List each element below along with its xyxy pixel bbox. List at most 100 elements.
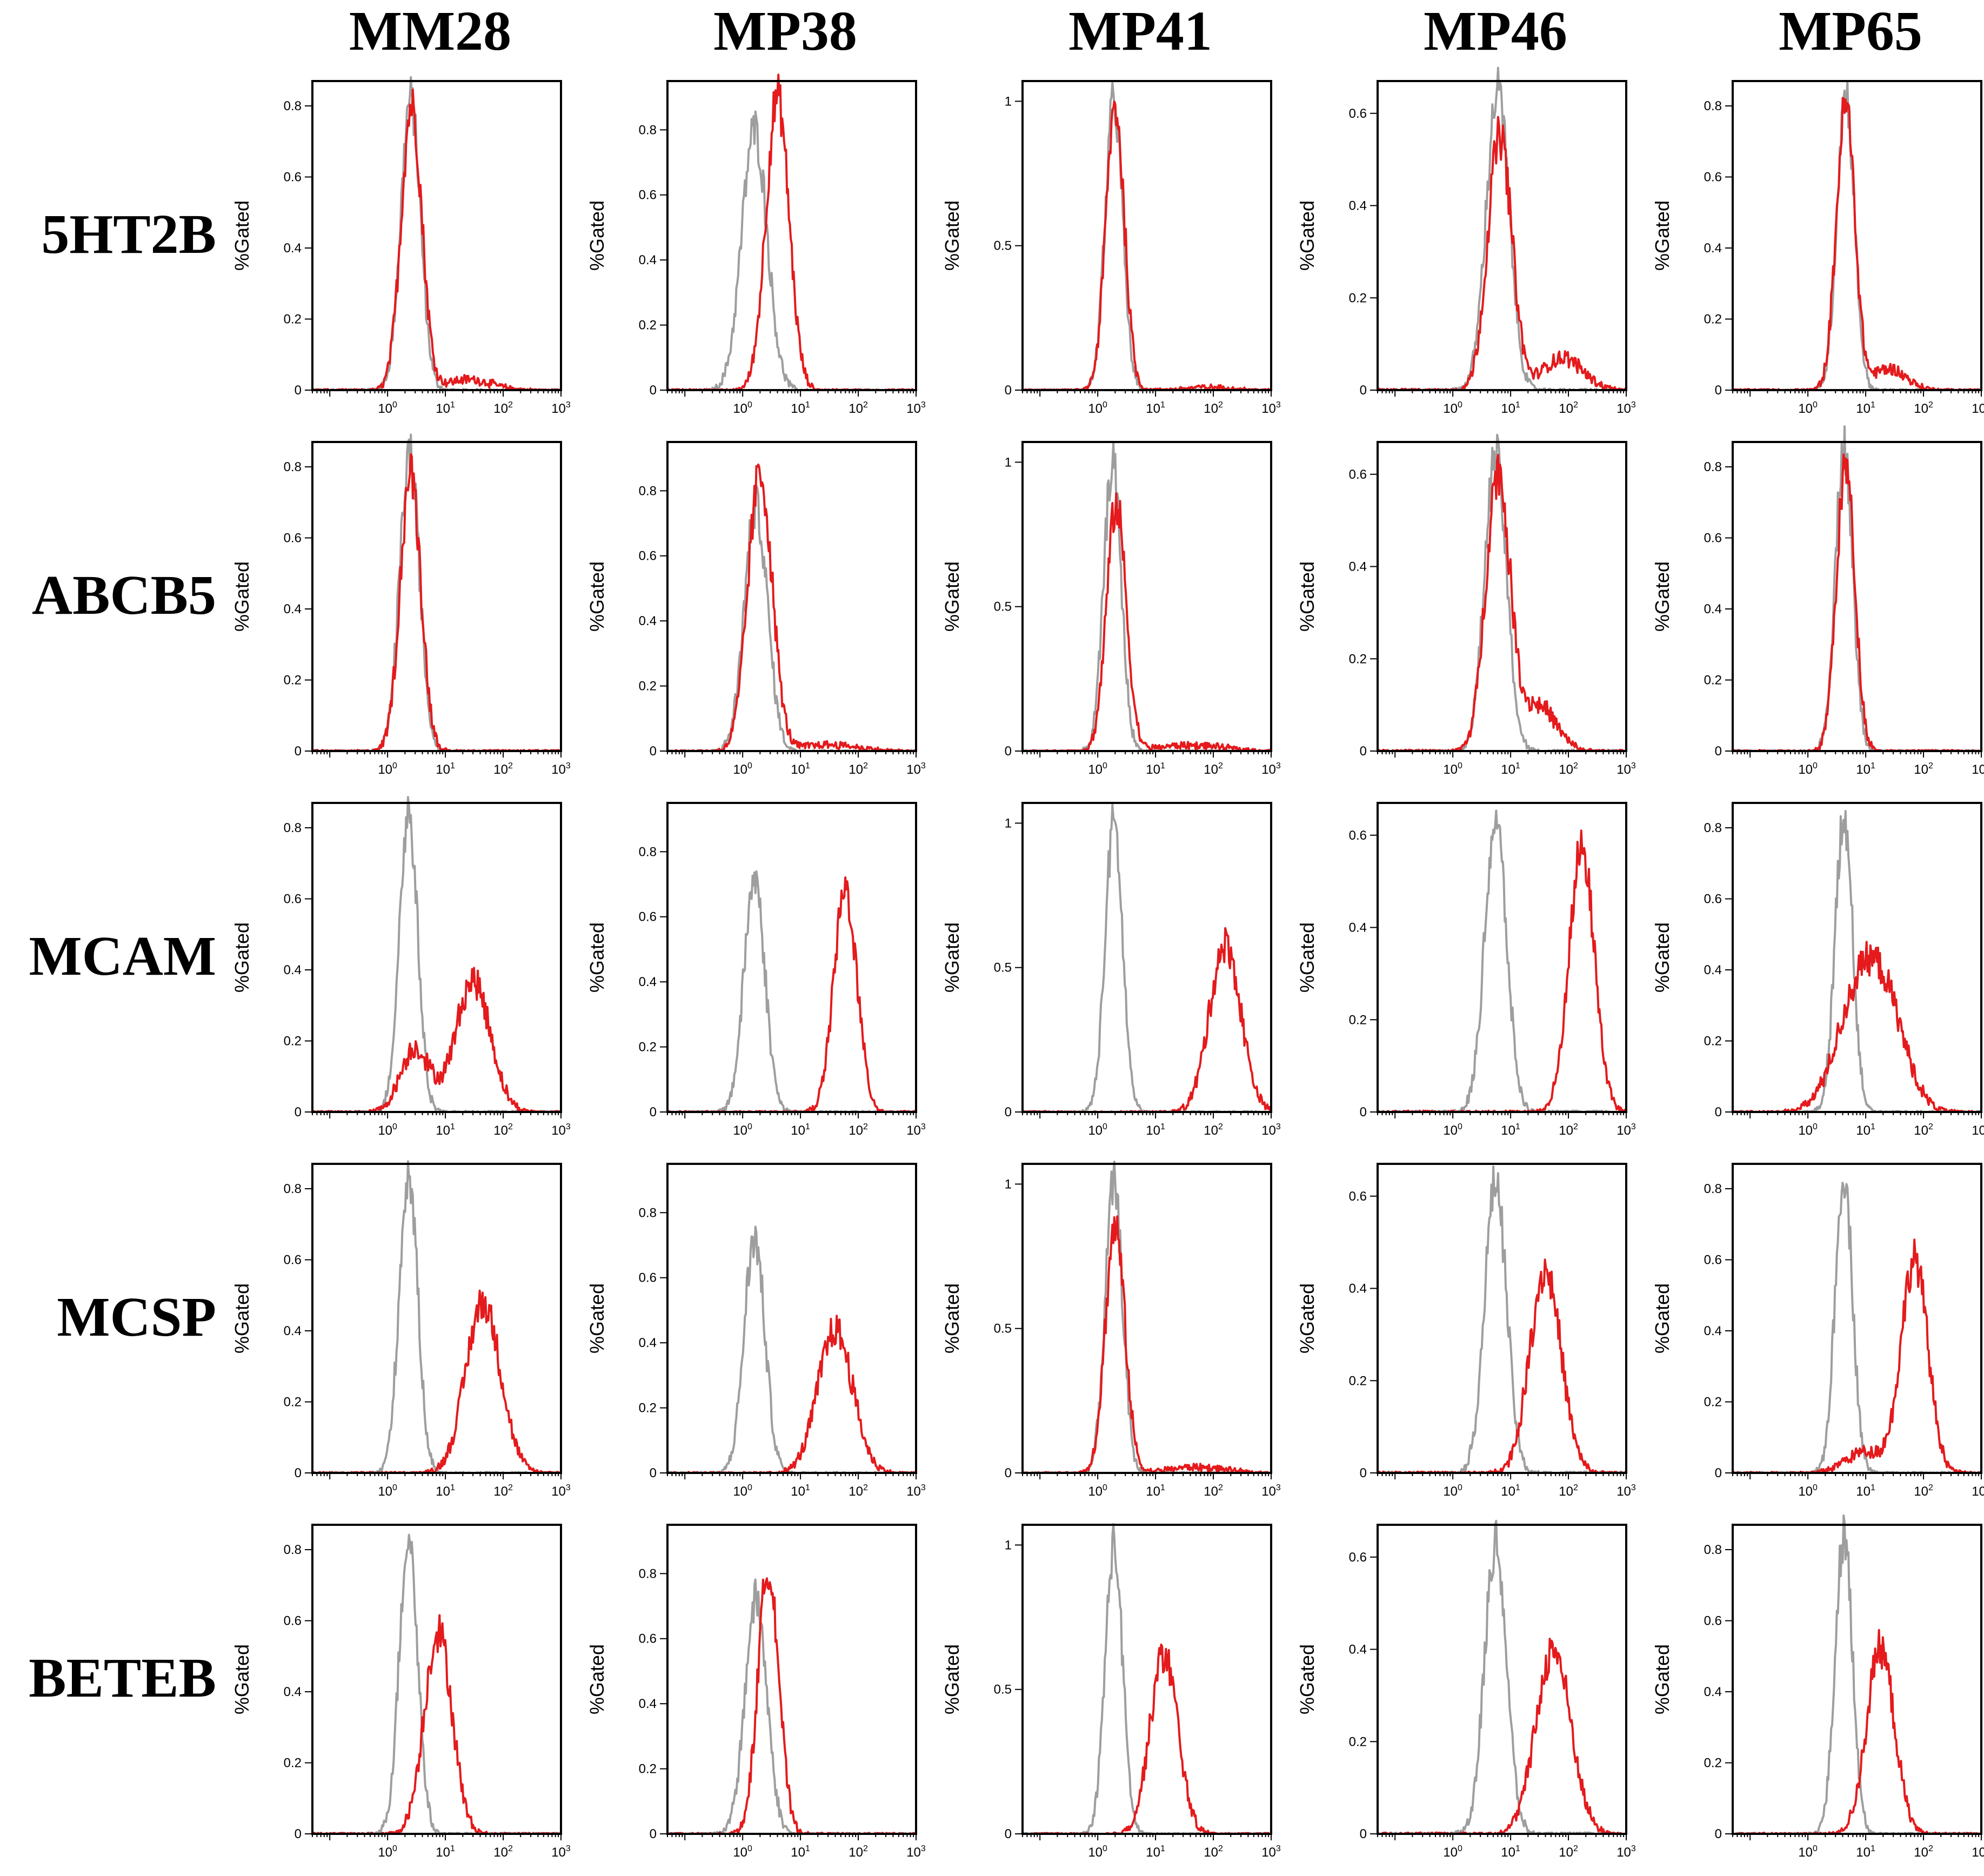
x-tick-label: 102: [493, 1483, 513, 1499]
x-tick-label: 100: [733, 1844, 752, 1860]
x-tick-label: 100: [378, 1122, 397, 1138]
histogram-panel: %Gated 0 0.2 0.4 0.6 100 101 102 103: [1296, 66, 1636, 416]
y-tick-label: 0.2: [284, 1756, 302, 1771]
x-tick-label: 100: [1798, 761, 1818, 777]
y-tick-label: 0.2: [1704, 1395, 1722, 1410]
plot-frame: [1377, 1163, 1627, 1474]
stained-histogram: [312, 89, 562, 391]
control-histogram: [1377, 1519, 1627, 1835]
y-tick-label: 0: [1715, 1827, 1722, 1841]
y-tick-label: 0.8: [639, 1566, 657, 1581]
y-tick-label: 0: [1005, 1827, 1012, 1841]
y-tick-label: 0: [1005, 1466, 1012, 1480]
stained-histogram: [311, 1614, 562, 1835]
stained-histogram: [1377, 829, 1627, 1113]
x-tick-label: 103: [1972, 400, 1984, 416]
histogram-panel: %Gated 0 0.2 0.4 0.6 0.8 100 101 102 103: [231, 76, 571, 416]
y-axis-label: %Gated: [941, 200, 963, 271]
y-axis-label: %Gated: [231, 1644, 253, 1714]
y-tick-label: 0.6: [284, 1253, 302, 1268]
y-tick-label: 0.2: [1704, 673, 1722, 688]
y-tick-label: 0.6: [284, 531, 302, 546]
y-axis-label: %Gated: [941, 561, 963, 632]
x-tick-label: 103: [906, 1483, 926, 1499]
x-tick-label: 100: [1798, 1122, 1818, 1138]
x-tick-label: 102: [1914, 400, 1933, 416]
y-tick-label: 0.4: [1704, 602, 1722, 617]
stained-histogram: [1022, 100, 1272, 391]
y-tick-label: 0: [1715, 1105, 1722, 1120]
x-tick-label: 103: [1972, 761, 1984, 777]
y-tick-label: 0.8: [1704, 821, 1722, 835]
x-tick-label: 103: [551, 1483, 571, 1499]
y-tick-label: 0.8: [284, 821, 302, 835]
x-tick-label: 100: [1798, 1483, 1818, 1499]
x-tick-label: 100: [1088, 1844, 1107, 1860]
y-tick-label: 1: [1005, 816, 1012, 830]
y-tick-label: 0.6: [1704, 1253, 1722, 1268]
y-tick-label: 0.5: [994, 600, 1012, 614]
y-tick-label: 0: [1360, 744, 1367, 759]
y-tick-label: 0.5: [994, 961, 1012, 975]
stained-histogram: [1377, 116, 1627, 391]
control-histogram: [1732, 425, 1982, 752]
y-tick-label: 0.2: [639, 318, 657, 333]
y-tick-label: 0.8: [639, 845, 657, 859]
x-tick-label: 100: [1443, 761, 1462, 777]
histogram-panel: %Gated 0 0.2 0.4 0.6 0.8 100 101 102 103: [1651, 425, 1984, 777]
y-tick-label: 0: [650, 1827, 657, 1841]
x-tick-label: 103: [906, 1122, 926, 1138]
y-tick-label: 0: [1715, 1466, 1722, 1480]
y-tick-label: 0.4: [284, 1324, 302, 1338]
y-axis-label: %Gated: [586, 200, 608, 271]
plot-frame: [311, 1524, 562, 1835]
y-tick-label: 0: [295, 1827, 302, 1841]
x-tick-label: 102: [493, 761, 513, 777]
y-tick-label: 0.6: [1704, 170, 1722, 185]
y-tick-label: 0: [650, 383, 657, 398]
y-tick-label: 0.2: [1704, 1034, 1722, 1049]
histogram-panel: %Gated 0 0.5 1 100 101 102 103: [941, 80, 1281, 416]
stained-histogram: [1377, 1258, 1627, 1474]
row-title: MCAM: [29, 925, 216, 987]
x-tick-label: 103: [1616, 1122, 1636, 1138]
x-tick-label: 103: [1261, 1844, 1281, 1860]
x-tick-label: 101: [1501, 1122, 1520, 1138]
x-tick-label: 103: [1972, 1122, 1984, 1138]
plot-frame: [1377, 80, 1627, 391]
y-tick-label: 0.2: [284, 312, 302, 327]
plot-frame: [1732, 1524, 1982, 1835]
control-histogram: [1022, 441, 1272, 752]
plot-frame: [666, 1524, 917, 1835]
plot-frame: [311, 80, 562, 391]
control-histogram: [1377, 66, 1627, 391]
y-tick-label: 0.2: [1349, 652, 1367, 666]
histogram-panel: %Gated 0 0.2 0.4 0.6 100 101 102 103: [1296, 1163, 1636, 1499]
control-histogram: [667, 1578, 917, 1835]
x-tick-label: 103: [1616, 400, 1636, 416]
x-tick-label: 100: [1798, 1844, 1818, 1860]
y-tick-label: 0.6: [639, 549, 657, 564]
x-tick-label: 100: [733, 1122, 752, 1138]
x-tick-label: 100: [1443, 400, 1462, 416]
x-tick-label: 101: [791, 1122, 810, 1138]
y-tick-label: 0: [1005, 1105, 1012, 1120]
x-tick-label: 102: [849, 1122, 868, 1138]
y-tick-label: 0: [1005, 744, 1012, 759]
y-axis-label: %Gated: [941, 922, 963, 993]
y-tick-label: 0.6: [1349, 106, 1367, 121]
histogram-panel: %Gated 0 0.2 0.4 0.6 0.8 100 101 102 103: [1651, 802, 1984, 1138]
x-tick-label: 103: [906, 400, 926, 416]
x-tick-label: 100: [733, 1483, 752, 1499]
y-tick-label: 0.6: [284, 170, 302, 185]
y-tick-label: 0.8: [1704, 460, 1722, 474]
y-tick-label: 0.8: [284, 1543, 302, 1557]
y-tick-label: 0.8: [1704, 1182, 1722, 1196]
plot-frame: [666, 1163, 917, 1474]
x-tick-label: 102: [849, 400, 868, 416]
x-tick-label: 101: [791, 761, 810, 777]
x-tick-label: 102: [1914, 761, 1933, 777]
stained-histogram: [312, 1289, 562, 1474]
